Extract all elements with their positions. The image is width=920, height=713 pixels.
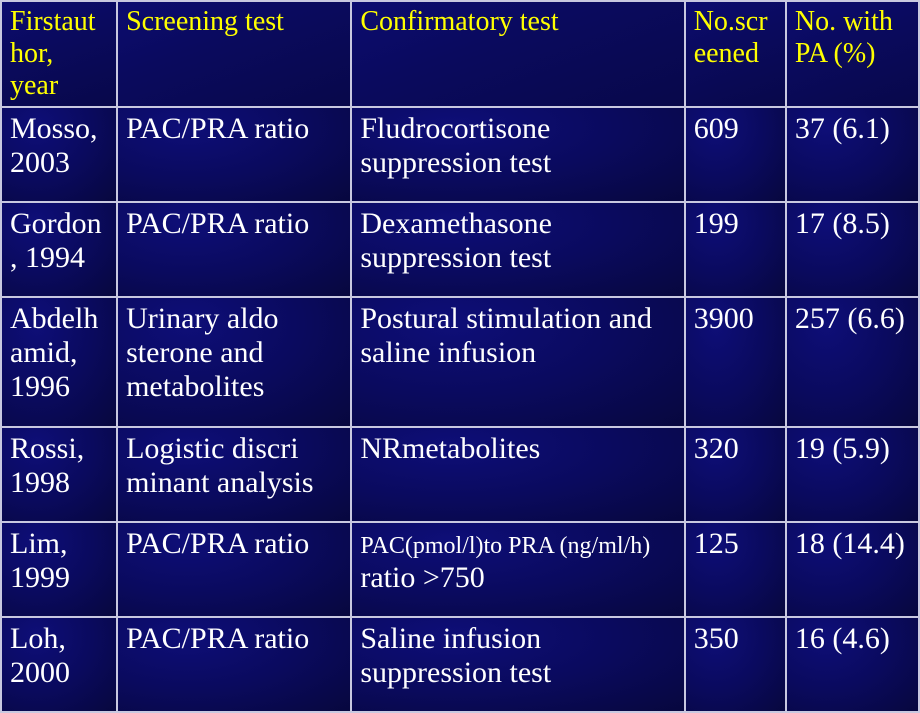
- cell-confirmatory: Postural stimulation and saline infusion: [351, 297, 684, 427]
- cell-screening: PAC/PRA ratio: [117, 202, 351, 297]
- table-header-row: Firstauthor, year Screening test Confirm…: [1, 1, 919, 107]
- cell-pa: 37 (6.1): [786, 107, 919, 202]
- cell-pa: 257 (6.6): [786, 297, 919, 427]
- cell-confirmatory: Fludrocortisone suppression test: [351, 107, 684, 202]
- col-header-screened: No.screened: [685, 1, 786, 107]
- cell-confirmatory-tail: ratio >750: [360, 561, 484, 594]
- cell-confirmatory: PAC(pmol/l)to PRA (ng/ml/h) ratio >750: [351, 522, 684, 617]
- cell-screened: 350: [685, 617, 786, 712]
- cell-pa: 19 (5.9): [786, 427, 919, 522]
- cell-confirmatory-sub: PAC(pmol/l)to PRA (ng/ml/h): [360, 533, 650, 559]
- cell-screened: 199: [685, 202, 786, 297]
- cell-screening: PAC/PRA ratio: [117, 522, 351, 617]
- cell-confirmatory: Saline infusion suppression test: [351, 617, 684, 712]
- table-row: Loh, 2000 PAC/PRA ratio Saline infusion …: [1, 617, 919, 712]
- table-row: Gordon, 1994 PAC/PRA ratio Dexamethasone…: [1, 202, 919, 297]
- cell-author: Rossi, 1998: [1, 427, 117, 522]
- cell-author: Lim, 1999: [1, 522, 117, 617]
- cell-pa: 17 (8.5): [786, 202, 919, 297]
- col-header-confirmatory: Confirmatory test: [351, 1, 684, 107]
- col-header-screening: Screening test: [117, 1, 351, 107]
- pa-studies-table: Firstauthor, year Screening test Confirm…: [0, 0, 920, 713]
- cell-screening: PAC/PRA ratio: [117, 107, 351, 202]
- cell-screened: 320: [685, 427, 786, 522]
- cell-screening: Logistic discri minant analysis: [117, 427, 351, 522]
- col-header-pa: No. with PA (%): [786, 1, 919, 107]
- cell-confirmatory: NRmetabolites: [351, 427, 684, 522]
- cell-author: Abdelhamid, 1996: [1, 297, 117, 427]
- cell-author: Loh, 2000: [1, 617, 117, 712]
- table-row: Lim, 1999 PAC/PRA ratio PAC(pmol/l)to PR…: [1, 522, 919, 617]
- table-row: Abdelhamid, 1996 Urinary aldo sterone an…: [1, 297, 919, 427]
- cell-pa: 16 (4.6): [786, 617, 919, 712]
- cell-pa: 18 (14.4): [786, 522, 919, 617]
- cell-screened: 3900: [685, 297, 786, 427]
- cell-confirmatory: Dexamethasone suppression test: [351, 202, 684, 297]
- cell-author: Gordon, 1994: [1, 202, 117, 297]
- cell-screening: Urinary aldo sterone and metabolites: [117, 297, 351, 427]
- cell-author: Mosso, 2003: [1, 107, 117, 202]
- cell-screened: 125: [685, 522, 786, 617]
- cell-screening: PAC/PRA ratio: [117, 617, 351, 712]
- table-row: Rossi, 1998 Logistic discri minant analy…: [1, 427, 919, 522]
- col-header-author: Firstauthor, year: [1, 1, 117, 107]
- table-row: Mosso, 2003 PAC/PRA ratio Fludrocortison…: [1, 107, 919, 202]
- cell-screened: 609: [685, 107, 786, 202]
